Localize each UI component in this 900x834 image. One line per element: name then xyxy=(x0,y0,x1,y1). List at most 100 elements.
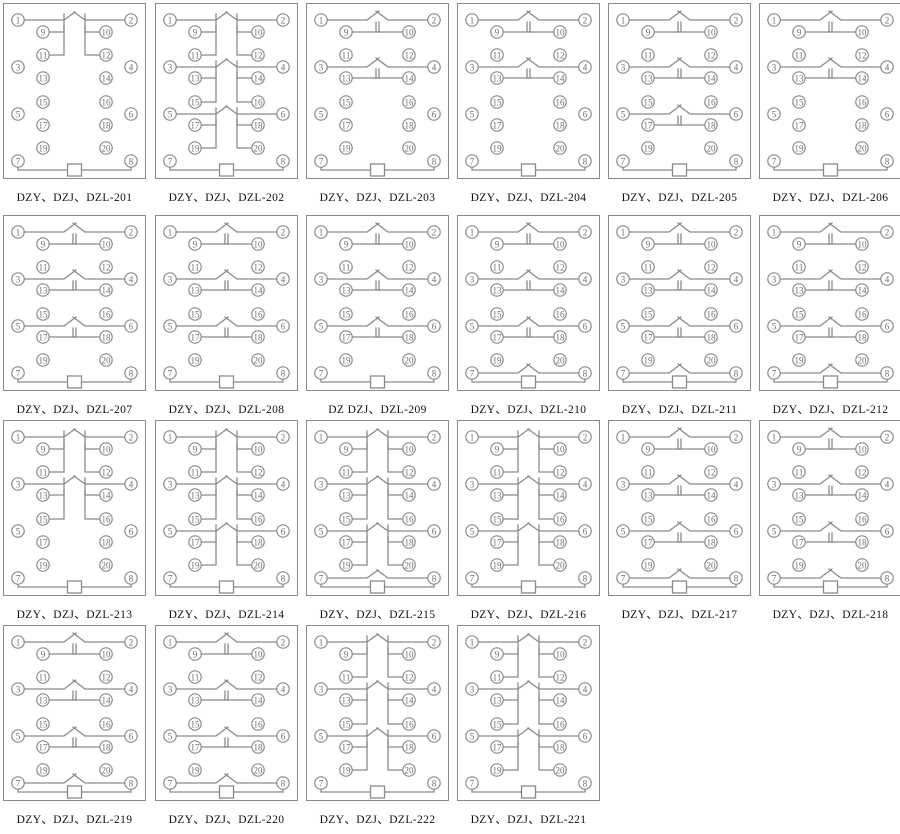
svg-text:18: 18 xyxy=(405,333,415,343)
svg-text:4: 4 xyxy=(432,685,437,695)
svg-text:18: 18 xyxy=(858,538,868,548)
relay-diagram-panel: 1 3 5 7 2 4 6 8 9 11 13 15 17 19 10 12 14 16 18 20 DZY、DZJ、D… xyxy=(457,420,600,621)
relay-coil xyxy=(66,163,83,177)
terminal-pin: 16 xyxy=(855,512,869,526)
svg-text:11: 11 xyxy=(39,263,48,273)
terminal-pin: 7 xyxy=(314,776,328,790)
terminal-pin: 20 xyxy=(99,141,113,155)
svg-text:7: 7 xyxy=(319,369,324,379)
terminal-pin: 19 xyxy=(490,763,504,777)
svg-text:10: 10 xyxy=(556,445,566,455)
svg-text:13: 13 xyxy=(493,74,503,84)
terminal-pin: 3 xyxy=(767,477,781,491)
terminal-pin: 15 xyxy=(36,95,50,109)
svg-text:8: 8 xyxy=(129,779,134,789)
terminal-pin: 6 xyxy=(578,319,592,333)
svg-text:1: 1 xyxy=(772,16,777,26)
relay-diagram-panel: 1 3 5 7 2 4 6 8 9 11 13 15 17 19 10 12 14 16 18 20 DZY、DZJ、D… xyxy=(608,420,751,621)
svg-text:15: 15 xyxy=(191,515,201,525)
terminal-pin: 11 xyxy=(188,670,202,684)
svg-text:5: 5 xyxy=(16,732,21,742)
svg-text:9: 9 xyxy=(193,28,198,38)
svg-text:3: 3 xyxy=(621,275,626,285)
svg-text:14: 14 xyxy=(707,286,717,296)
terminal-pin: 7 xyxy=(767,366,781,380)
svg-text:18: 18 xyxy=(254,333,264,343)
svg-text:1: 1 xyxy=(168,16,173,26)
svg-text:10: 10 xyxy=(405,650,415,660)
svg-text:9: 9 xyxy=(344,650,349,660)
svg-text:1: 1 xyxy=(319,228,324,238)
svg-text:17: 17 xyxy=(39,333,49,343)
relay-diagram-panel: 1 3 5 7 2 4 6 8 9 11 13 15 17 19 10 12 14 16 18 20 DZY、DZJ、D… xyxy=(155,625,298,826)
terminal-pin: 17 xyxy=(490,330,504,344)
terminal-pin: 11 xyxy=(339,670,353,684)
svg-text:19: 19 xyxy=(39,766,49,776)
svg-text:3: 3 xyxy=(168,480,173,490)
terminal-pin: 5 xyxy=(465,729,479,743)
terminal-pin: 6 xyxy=(276,107,290,121)
terminal-pin: 5 xyxy=(616,524,630,538)
terminal-pin: 11 xyxy=(188,48,202,62)
svg-text:3: 3 xyxy=(319,685,324,695)
svg-text:9: 9 xyxy=(646,445,651,455)
svg-text:5: 5 xyxy=(319,322,324,332)
terminal-pin: 7 xyxy=(465,366,479,380)
svg-text:9: 9 xyxy=(646,240,651,250)
svg-text:15: 15 xyxy=(191,98,201,108)
terminal-pin: 1 xyxy=(465,13,479,27)
svg-text:20: 20 xyxy=(556,356,566,366)
terminal-pin: 11 xyxy=(490,465,504,479)
terminal-pin: 20 xyxy=(855,141,869,155)
terminal-pin: 20 xyxy=(553,763,567,777)
terminal-pin: 10 xyxy=(704,442,718,456)
terminal-pin: 1 xyxy=(11,225,25,239)
terminal-pin: 16 xyxy=(99,512,113,526)
terminal-pin: 13 xyxy=(36,283,50,297)
terminal-pin: 3 xyxy=(616,272,630,286)
svg-text:7: 7 xyxy=(16,369,21,379)
terminal-pin: 1 xyxy=(465,430,479,444)
svg-text:17: 17 xyxy=(191,121,201,131)
terminal-pin: 6 xyxy=(124,729,138,743)
terminal-pin: 12 xyxy=(704,260,718,274)
svg-text:4: 4 xyxy=(734,480,739,490)
svg-text:19: 19 xyxy=(644,561,654,571)
svg-text:16: 16 xyxy=(405,720,415,730)
svg-text:5: 5 xyxy=(621,322,626,332)
relay-diagram-panel: 1 3 5 7 2 4 6 8 9 11 13 15 17 19 10 12 14 16 18 20 DZY、DZJ、D… xyxy=(608,3,751,204)
relay-coil xyxy=(520,375,537,389)
terminal-pin: 19 xyxy=(792,558,806,572)
svg-text:12: 12 xyxy=(405,673,414,683)
svg-text:20: 20 xyxy=(858,561,868,571)
terminal-pin: 6 xyxy=(578,107,592,121)
terminal-pin: 15 xyxy=(188,717,202,731)
svg-text:12: 12 xyxy=(405,468,414,478)
svg-text:12: 12 xyxy=(858,468,867,478)
svg-text:14: 14 xyxy=(405,286,415,296)
svg-text:2: 2 xyxy=(281,16,286,26)
terminal-pin: 3 xyxy=(465,60,479,74)
svg-text:13: 13 xyxy=(342,286,352,296)
terminal-pin: 10 xyxy=(855,237,869,251)
terminal-pin: 17 xyxy=(339,740,353,754)
terminal-pin: 4 xyxy=(124,682,138,696)
terminal-pin: 1 xyxy=(767,13,781,27)
terminal-pin: 9 xyxy=(490,237,504,251)
terminal-pin: 2 xyxy=(427,430,441,444)
svg-text:16: 16 xyxy=(254,720,264,730)
terminal-pin: 4 xyxy=(880,477,894,491)
terminal-pin: 2 xyxy=(276,430,290,444)
terminal-pin: 19 xyxy=(792,353,806,367)
terminal-pin: 2 xyxy=(578,430,592,444)
svg-text:11: 11 xyxy=(342,468,351,478)
relay-coil xyxy=(369,785,386,799)
svg-text:16: 16 xyxy=(556,310,566,320)
svg-text:4: 4 xyxy=(281,63,286,73)
terminal-pin: 11 xyxy=(188,465,202,479)
terminal-pin: 9 xyxy=(641,237,655,251)
terminal-pin: 20 xyxy=(704,353,718,367)
